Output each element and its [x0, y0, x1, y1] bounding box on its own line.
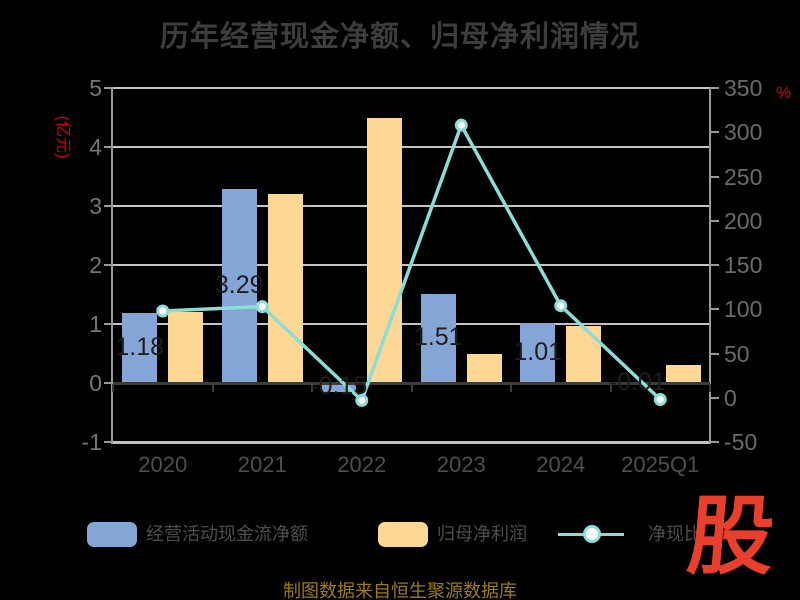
left-axis-tick: [104, 323, 113, 325]
left-axis-tick: [104, 87, 113, 89]
right-axis-tick: [710, 396, 719, 399]
x-category-label: 2022: [337, 452, 387, 477]
x-axis-tick: [709, 384, 711, 392]
left-axis-tick-label: 3: [89, 193, 102, 219]
x-category-label: 2023: [436, 452, 486, 477]
left-axis-tick-label: 5: [89, 75, 102, 101]
watermark-logo: 股: [683, 489, 779, 585]
right-axis-tick-label: -50: [724, 429, 758, 455]
left-axis-tick: [104, 264, 113, 266]
x-category-label: 2025Q1: [621, 452, 700, 477]
left-axis-tick: [104, 382, 113, 384]
legend-swatch[interactable]: [87, 522, 137, 547]
x-axis-tick: [510, 384, 512, 392]
gridline: [113, 205, 710, 207]
bar-net-profit: [665, 364, 701, 383]
bar-value-label: -0.01: [608, 368, 666, 397]
bar-operating-cashflow: [122, 313, 158, 383]
right-axis-line: [709, 88, 711, 444]
right-axis-tick: [710, 219, 719, 222]
right-axis-tick-label: 150: [724, 252, 763, 278]
left-axis-tick-label: 2: [89, 252, 102, 278]
right-axis-tick-label: 0: [724, 384, 737, 411]
left-axis-tick-label: 0: [89, 370, 102, 396]
right-axis-tick: [710, 264, 719, 266]
bar-value-label: 3.29: [214, 270, 264, 299]
chart-title: 历年经营现金净额、归母净利润情况: [159, 21, 640, 53]
legend-label[interactable]: 经营活动现金流净额: [146, 524, 308, 544]
footer-note: 制图数据来自恒生聚源数据库: [283, 581, 517, 600]
right-axis-tick: [710, 131, 719, 134]
left-axis-tick-label: -1: [81, 429, 102, 455]
x-axis-tick: [112, 384, 114, 392]
bar-value-label: -0.15: [310, 372, 368, 401]
legend-swatch[interactable]: [378, 522, 428, 547]
right-axis-tick-label: 300: [724, 119, 763, 146]
gridline: [113, 146, 710, 148]
left-axis-tick: [104, 441, 113, 443]
gridline: [113, 87, 710, 89]
legend-line-marker[interactable]: [583, 525, 601, 543]
left-axis-tick-label: 1: [89, 311, 102, 337]
left-axis-tick-label: 4: [89, 134, 102, 160]
right-axis-tick: [710, 87, 719, 89]
left-axis-tick: [104, 146, 113, 148]
right-axis-tick: [710, 175, 719, 178]
right-axis-tick-label: 200: [724, 207, 763, 234]
right-axis-tick-label: 250: [724, 163, 763, 190]
right-axis-tick: [710, 308, 719, 311]
left-axis-tick: [104, 205, 113, 207]
right-axis-tick-label: 100: [724, 296, 763, 323]
right-axis-tick-label: 350: [724, 75, 763, 101]
legend-label[interactable]: 净现比: [648, 524, 702, 544]
left-axis-line: [111, 88, 113, 444]
x-axis-tick: [211, 384, 214, 392]
right-axis-tick-label: 50: [724, 340, 750, 367]
x-category-label: 2020: [138, 452, 188, 477]
bar-value-label: 1.01: [513, 338, 563, 367]
right-axis-tick: [710, 441, 719, 443]
plot-bottom-frame: [113, 440, 710, 444]
right-axis-unit-label: %: [776, 83, 792, 102]
right-axis-tick: [710, 352, 719, 355]
gridline: [113, 264, 710, 266]
bar-value-label: 1.18: [115, 333, 165, 362]
x-axis-tick: [410, 384, 413, 392]
legend-label[interactable]: 归母净利润: [437, 524, 527, 544]
x-category-label: 2021: [237, 452, 287, 477]
x-category-label: 2024: [536, 452, 586, 477]
